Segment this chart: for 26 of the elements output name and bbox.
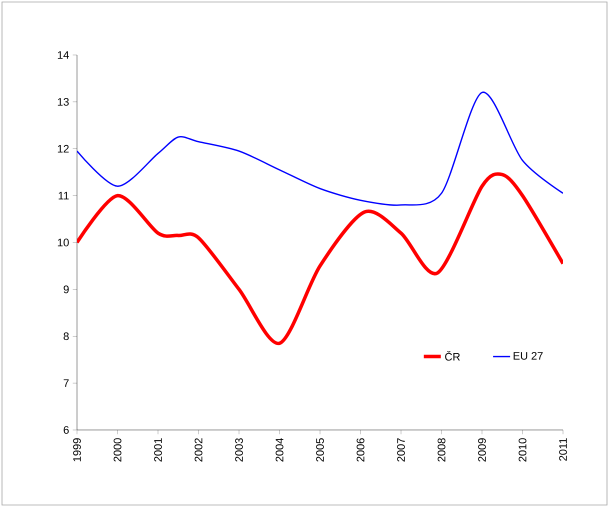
x-tick-label: 2001 xyxy=(154,438,162,462)
x-tick-label: 2002 xyxy=(194,438,202,462)
legend-label: EU 27 xyxy=(514,352,543,360)
x-tick-label: 2000 xyxy=(114,438,122,462)
y-tick-label: 10 xyxy=(58,238,69,246)
y-tick-label: 14 xyxy=(58,51,69,59)
x-tick-label: 2006 xyxy=(356,438,364,462)
line-series xyxy=(77,172,564,346)
y-tick-label: 11 xyxy=(58,192,69,200)
y-tick-label: 7 xyxy=(64,379,69,387)
y-tick-label: 13 xyxy=(58,98,69,106)
line-series xyxy=(77,92,564,206)
x-tick-label: 2011 xyxy=(559,438,567,461)
x-tick-label: 2003 xyxy=(235,438,243,462)
y-tick-label: 12 xyxy=(58,144,69,153)
legend-label: ČR xyxy=(445,350,460,361)
y-tick-label: 6 xyxy=(64,426,69,434)
x-tick-label: 2007 xyxy=(397,438,405,462)
x-tick-label: 2010 xyxy=(518,438,526,462)
x-tick-label: 2009 xyxy=(478,438,486,462)
x-tick-label: 2005 xyxy=(316,438,324,462)
x-tick-label: 2008 xyxy=(438,438,446,462)
y-tick-label: 8 xyxy=(64,332,69,340)
y-tick-label: 9 xyxy=(64,285,69,294)
x-tick-label: 1999 xyxy=(73,438,81,462)
x-tick-label: 2004 xyxy=(276,438,284,462)
